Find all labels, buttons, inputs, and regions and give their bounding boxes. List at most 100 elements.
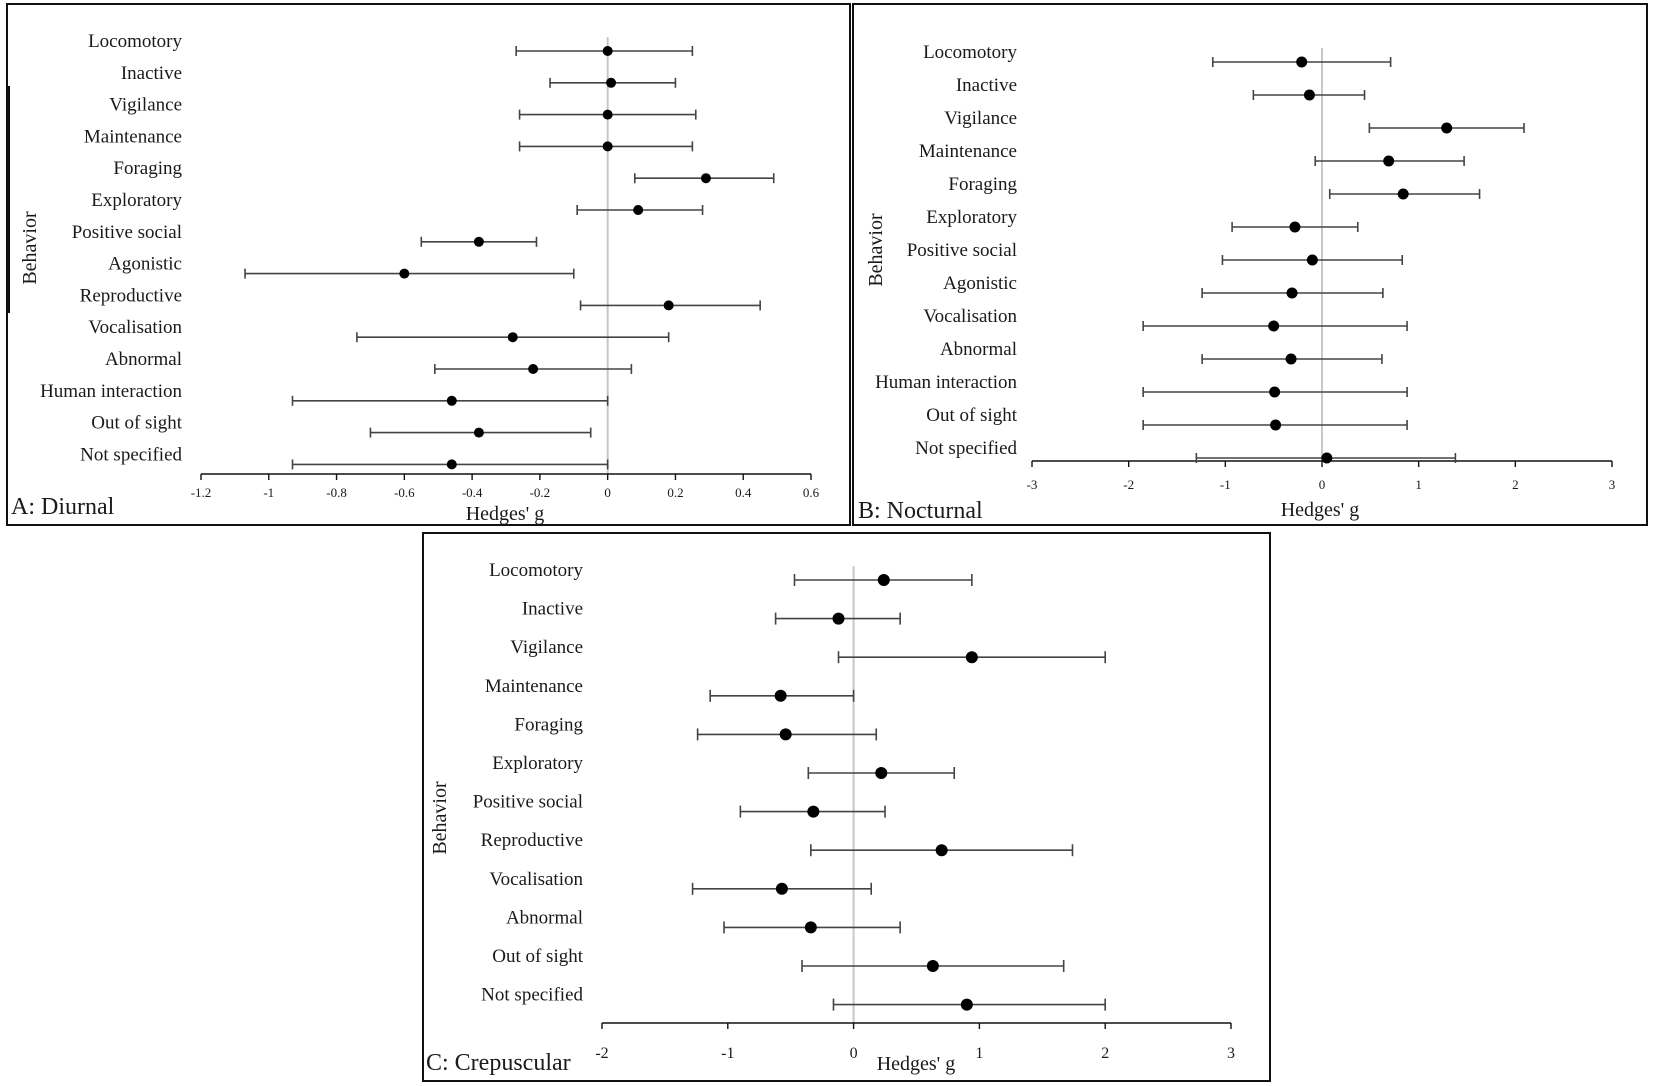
x-tick-label: -2	[595, 1045, 608, 1062]
effect-size-point	[507, 332, 518, 343]
x-tick-label: -0.2	[530, 485, 551, 500]
effect-size-point	[1296, 56, 1308, 68]
category-label: Human interaction	[875, 372, 1017, 393]
panel-c-x-axis-title: Hedges' g	[877, 1053, 956, 1075]
x-tick-label: 0.6	[803, 485, 820, 500]
category-label: Reproductive	[481, 830, 583, 851]
panel-c-plot: -2 -1 0 1 2 3 Locomotory Inactive Vigilance Maint…	[473, 560, 1235, 1062]
x-tick-label: 0.2	[667, 485, 683, 500]
x-tick-label: -3	[1027, 477, 1038, 492]
effect-size-point	[1270, 419, 1282, 431]
category-label: Maintenance	[919, 141, 1017, 162]
category-label: Exploratory	[926, 207, 1017, 228]
effect-size-point	[1269, 386, 1281, 398]
category-label: Vocalisation	[923, 306, 1017, 327]
effect-size-point	[1268, 320, 1280, 332]
x-tick-label: -1	[1220, 477, 1231, 492]
category-label: Maintenance	[84, 126, 182, 147]
x-tick-label: -1	[263, 485, 274, 500]
panel-a-plot: -1.2 -1 -0.8 -0.6 -0.4 -0.2 0 0.2 0.4 0.6 Locomoto…	[40, 31, 820, 500]
category-label: Exploratory	[91, 190, 182, 211]
x-tick-label: 3	[1609, 477, 1616, 492]
category-label: Human interaction	[40, 381, 182, 402]
effect-size-point	[807, 805, 820, 818]
category-label: Agonistic	[943, 273, 1017, 294]
effect-size-point	[473, 427, 484, 438]
x-tick-label: 0.4	[735, 485, 752, 500]
effect-size-point	[633, 205, 644, 215]
category-label: Positive social	[907, 240, 1017, 261]
panel-c-frame	[422, 532, 1271, 1082]
effect-size-point	[1303, 89, 1315, 101]
category-label: Abnormal	[105, 349, 182, 370]
x-tick-label: 0	[1319, 477, 1326, 492]
category-label: Maintenance	[485, 676, 583, 697]
x-tick-label: -1.2	[191, 485, 212, 500]
effect-size-point	[1397, 188, 1409, 200]
category-label: Not specified	[80, 444, 182, 465]
category-label: Out of sight	[492, 946, 584, 967]
effect-size-point	[1289, 221, 1301, 233]
x-tick-label: 0	[604, 485, 611, 500]
category-label: Inactive	[522, 599, 583, 620]
panel-b-frame	[852, 3, 1648, 526]
category-label: Out of sight	[91, 413, 183, 434]
x-tick-label: 3	[1227, 1045, 1235, 1062]
effect-size-point	[1285, 353, 1297, 365]
panel-a-label: A: Diurnal	[11, 494, 115, 520]
category-label: Locomotory	[923, 42, 1017, 63]
panel-a-y-axis-title: Behavior	[19, 211, 41, 285]
x-tick-label: -1	[721, 1045, 734, 1062]
x-tick-label: -0.6	[394, 485, 415, 500]
panel-a-frame	[6, 3, 851, 526]
effect-size-point	[832, 612, 845, 625]
category-label: Locomotory	[88, 31, 182, 52]
x-tick-label: 0	[850, 1045, 858, 1062]
x-tick-label: -0.8	[326, 485, 347, 500]
effect-size-point	[399, 268, 410, 279]
effect-size-point	[875, 767, 888, 779]
effect-size-point	[528, 364, 539, 374]
effect-size-point	[775, 882, 788, 895]
effect-size-point	[602, 46, 613, 56]
category-label: Positive social	[72, 222, 182, 243]
effect-size-point	[926, 960, 939, 972]
x-tick-label: 2	[1512, 477, 1519, 492]
category-label: Foraging	[514, 714, 583, 735]
category-label: Reproductive	[80, 285, 182, 306]
x-tick-label: 1	[1415, 477, 1422, 492]
effect-size-point	[1321, 452, 1333, 464]
category-label: Positive social	[473, 792, 583, 813]
category-label: Foraging	[113, 158, 182, 179]
category-label: Locomotory	[489, 560, 583, 581]
effect-size-point	[965, 651, 978, 664]
effect-size-point	[804, 921, 817, 934]
category-label: Vocalisation	[489, 869, 583, 890]
effect-size-point	[446, 459, 457, 470]
effect-size-point	[1383, 155, 1395, 167]
category-label: Vocalisation	[88, 317, 182, 338]
effect-size-point	[663, 300, 674, 311]
panel-b-x-axis-title: Hedges' g	[1281, 499, 1360, 521]
category-label: Abnormal	[940, 339, 1017, 360]
category-label: Inactive	[956, 75, 1017, 96]
panel-c-label: C: Crepuscular	[426, 1050, 571, 1076]
effect-size-point	[446, 395, 457, 406]
category-label: Foraging	[948, 174, 1017, 195]
panel-b-y-axis-title: Behavior	[865, 213, 887, 287]
effect-size-point	[779, 728, 792, 741]
effect-size-point	[1286, 287, 1298, 299]
x-tick-label: -0.4	[462, 485, 483, 500]
effect-size-point	[602, 109, 613, 120]
category-label: Exploratory	[492, 753, 583, 774]
effect-size-point	[960, 998, 973, 1011]
effect-size-point	[1441, 122, 1453, 134]
effect-size-point	[606, 77, 617, 88]
effect-size-point	[1306, 254, 1318, 266]
x-tick-label: -2	[1123, 477, 1134, 492]
x-tick-label: 1	[975, 1045, 983, 1062]
category-label: Vigilance	[944, 108, 1017, 129]
panel-b-label: B: Nocturnal	[858, 498, 983, 524]
category-label: Inactive	[121, 63, 182, 84]
